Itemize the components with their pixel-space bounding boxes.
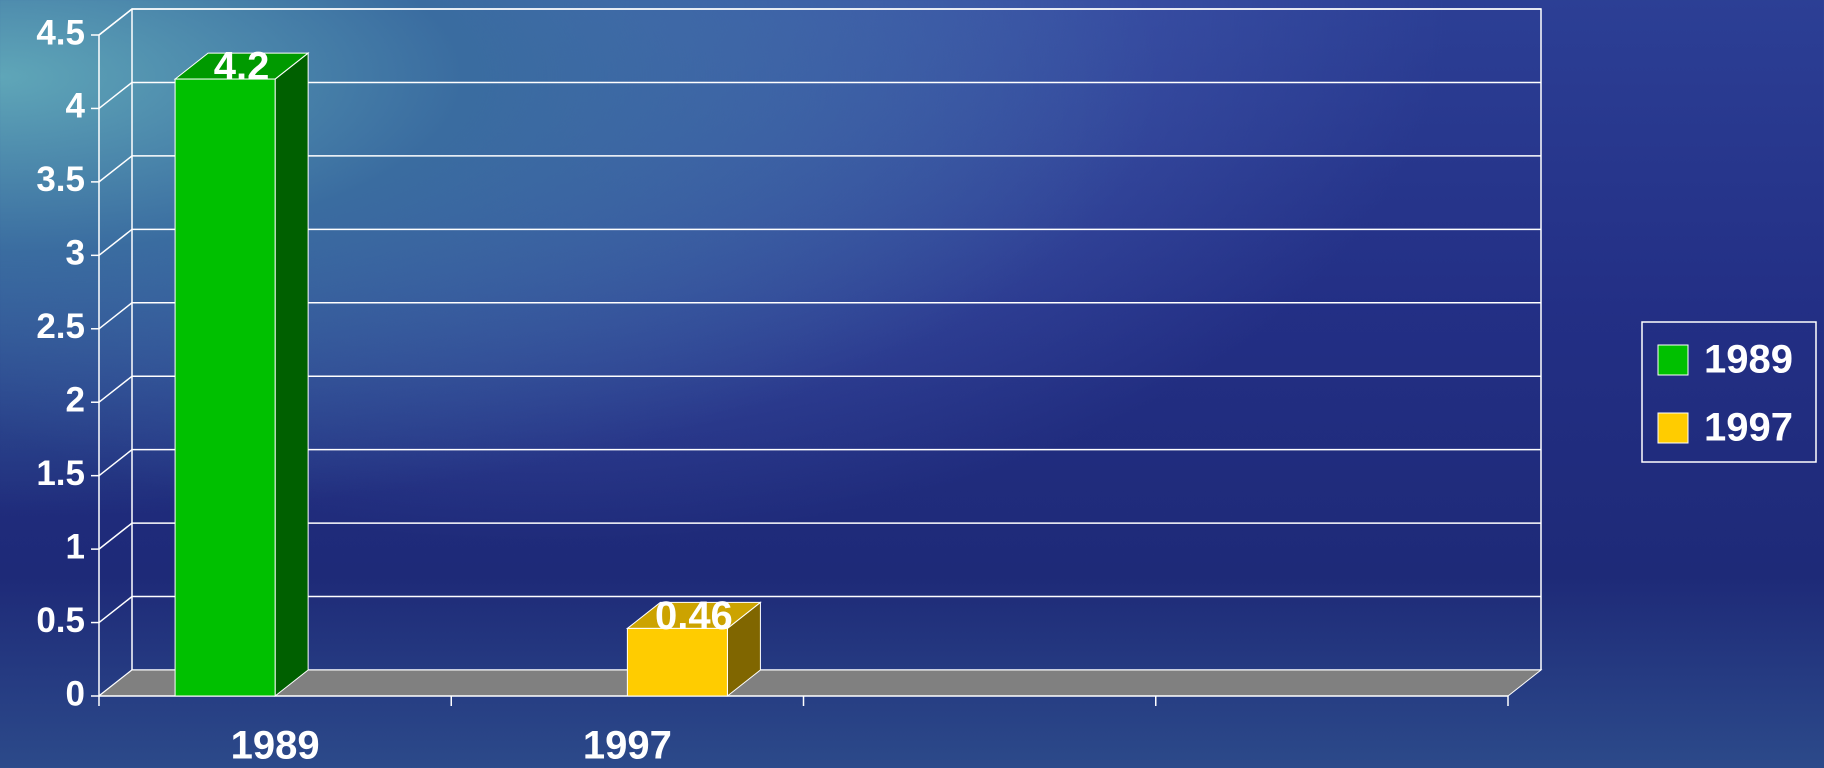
y-tick-label: 3.5 — [36, 160, 85, 199]
legend: 1989 1997 — [1642, 322, 1816, 462]
floor — [99, 670, 1541, 696]
back-wall — [99, 9, 1541, 696]
legend-label: 1997 — [1704, 406, 1793, 450]
grid-line — [99, 450, 1541, 476]
data-label: 4.2 — [214, 45, 270, 89]
y-tick-label: 4 — [66, 87, 86, 126]
y-tick-label: 1.5 — [36, 454, 85, 493]
grid-line — [99, 82, 1541, 108]
grid-line — [99, 376, 1541, 402]
legend-label: 1989 — [1704, 338, 1793, 382]
y-tick-label: 1 — [66, 527, 85, 566]
bar-side — [275, 53, 308, 696]
y-tick-label: 2.5 — [36, 307, 85, 346]
bar — [627, 628, 727, 696]
grid-line — [99, 156, 1541, 182]
x-tick-label: 1997 — [583, 724, 672, 768]
data-label: 0.46 — [655, 594, 733, 638]
y-tick-label: 2 — [66, 380, 85, 419]
grid-line — [99, 523, 1541, 549]
y-tick-label: 4.5 — [36, 13, 85, 52]
chart: 00.511.522.533.544.519894.219970.4619891… — [0, 0, 1824, 768]
y-tick-label: 0.5 — [36, 601, 85, 640]
y-tick-label: 0 — [66, 674, 85, 713]
y-tick-label: 3 — [66, 234, 85, 273]
bar — [175, 79, 275, 696]
grid-line — [99, 597, 1541, 623]
grid-line — [99, 303, 1541, 329]
page: 00.511.522.533.544.519894.219970.4619891… — [0, 0, 1824, 768]
legend-swatch — [1658, 345, 1688, 375]
grid-line — [99, 9, 1541, 35]
grid-line — [99, 229, 1541, 255]
x-tick-label: 1989 — [231, 724, 320, 768]
legend-swatch — [1658, 413, 1688, 443]
